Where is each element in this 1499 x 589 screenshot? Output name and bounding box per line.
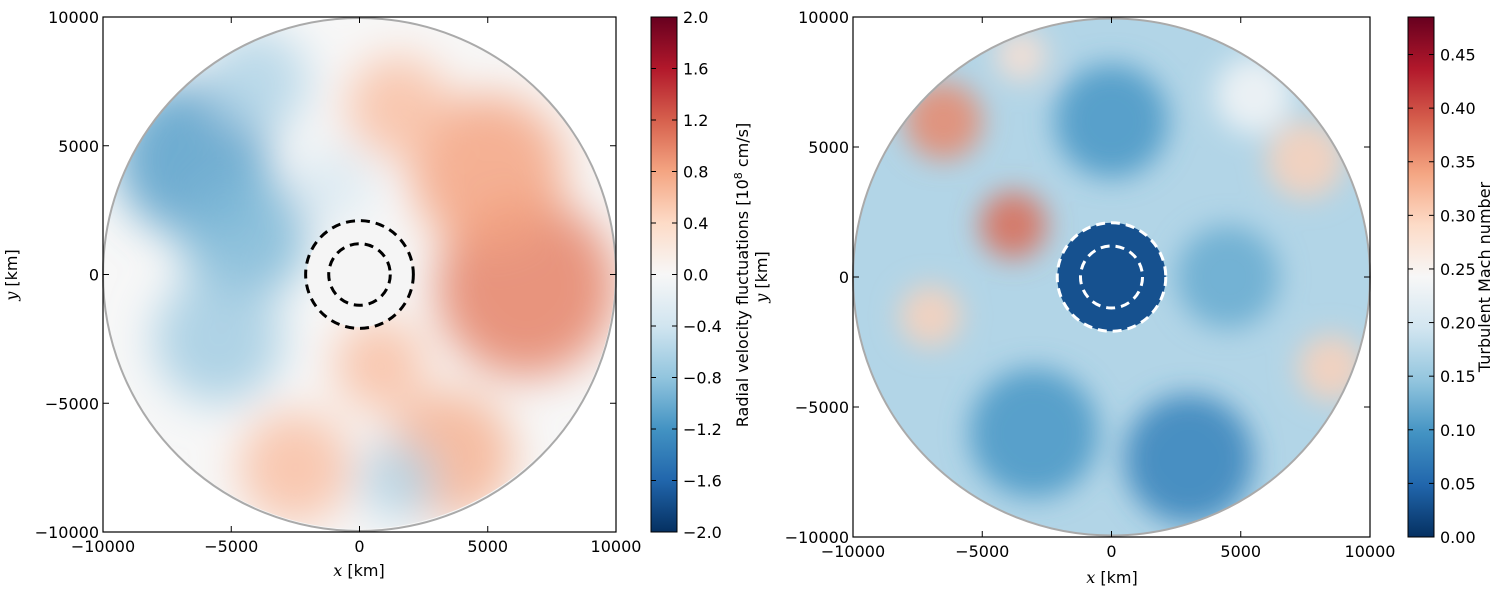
colorbar-tick-label: −1.6 [683,472,722,491]
y-tick-label: 10000 [48,8,99,27]
field-blob [1124,394,1254,524]
colorbar-tick-label: 0.20 [1440,314,1476,333]
radial-velocity-heatmap [102,17,617,532]
field-blob [295,145,373,223]
field-blob [205,30,309,133]
colorbar-tick-label: 0.8 [683,163,708,182]
inner-core [306,221,413,328]
field-blob [969,368,1099,498]
y-axis-label: y [km] [2,249,21,301]
field-blob [1176,225,1280,329]
field-blob [1266,121,1345,199]
field-blob [1297,334,1365,402]
x-tick-label: −5000 [204,537,258,556]
colorbar-tick-label: 0.0 [683,266,708,285]
field-blob [238,411,352,525]
dashed-boundary-circle [304,219,415,330]
x-tick-label: 10000 [1345,542,1396,561]
y-tick-label: 5000 [808,138,849,157]
field-blob [410,94,565,249]
field-structures [115,30,615,525]
field-blob [979,191,1047,259]
colorbar-ticks: 2.0 1.6 1.2 0.8 0.4 0.0 −0.4 −0.8 −1.2 −1.6 −2.0 [651,8,722,542]
x-tick-label: 0 [354,537,364,556]
colorbar-label: Radial velocity fluctuations [108 cm/s] [732,123,752,427]
axis-ticks: −10000 −5000 0 5000 10000 −10000 −5000 0 5000 100… [785,8,1396,561]
colorbar-tick-label: 0.10 [1440,421,1476,440]
colorbar-tick-label: −0.4 [683,317,722,336]
x-tick-label: 5000 [1220,542,1261,561]
colorbar-ticks: 0.45 0.40 0.35 0.30 0.25 0.20 0.15 0.10 0.05 0.00 [1408,46,1476,547]
y-axis-label: y [km] [752,251,771,303]
colorbar-tick-label: 0.40 [1440,99,1476,118]
colorbar-tick-label: −0.8 [683,369,722,388]
colorbar-tick-label: 0.05 [1440,474,1476,493]
x-tick-label: 10000 [591,537,642,556]
inner-core [1057,222,1166,332]
y-tick-label: −10000 [785,528,849,547]
colorbar-tick-label: 0.30 [1440,206,1476,225]
field-blob [1054,64,1169,178]
radial-velocity-panel: −10000 −5000 0 5000 10000 −10000 −5000 0 5000 100… [2,8,752,580]
x-axis-label: x [km] [1086,568,1137,587]
field-blob [346,55,450,159]
field-blob [333,318,427,411]
x-tick-label: −10000 [71,537,135,556]
y-tick-label: 5000 [58,137,99,156]
colorbar-tick-label: 1.6 [683,60,708,79]
mach-number-panel: −10000 −5000 0 5000 10000 −10000 −5000 0 5000 100… [752,8,1494,587]
field-blob [359,442,437,519]
y-tick-label: 0 [89,266,99,285]
colorbar-tick-label: 0.25 [1440,260,1476,279]
x-tick-label: 0 [1106,542,1116,561]
y-tick-label: −10000 [35,523,99,542]
field-blob [179,171,309,300]
colorbar [1407,16,1435,538]
dashed-boundary-circle [327,242,392,307]
y-tick-label: −5000 [45,394,99,413]
colorbar-tick-label: 0.45 [1440,46,1476,65]
x-axis-label: x [km] [333,561,384,580]
mach-number-heatmap [852,17,1371,537]
colorbar-tick-label: −1.2 [683,420,722,439]
x-tick-label: −10000 [821,542,885,561]
field-blob [904,82,983,160]
colorbar-tick-label: 2.0 [683,8,708,27]
x-tick-label: 5000 [467,537,508,556]
x-tick-label: −5000 [955,542,1009,561]
y-tick-label: 0 [839,268,849,287]
dashed-boundary-circle [1055,221,1168,333]
colorbar-tick-label: −2.0 [683,523,722,542]
colorbar-tick-label: 0.35 [1440,153,1476,172]
field-blob [154,274,283,403]
dashed-boundary-circle [1078,244,1145,310]
colorbar-tick-label: 0.15 [1440,367,1476,386]
y-tick-label: 10000 [798,8,849,27]
colorbar-tick-label: 1.2 [683,111,708,130]
field-structures [899,30,1365,524]
field-blob [995,30,1047,82]
field-blob [899,284,962,348]
y-tick-label: −5000 [795,398,849,417]
colorbar-label: Turbulent Mach number [1475,181,1494,373]
axis-ticks: −10000 −5000 0 5000 10000 −10000 −5000 0 5000 100… [35,8,642,556]
colorbar-tick-label: 0.4 [683,214,708,233]
field-blob [1214,56,1293,134]
colorbar-tick-label: 0.00 [1440,528,1476,547]
